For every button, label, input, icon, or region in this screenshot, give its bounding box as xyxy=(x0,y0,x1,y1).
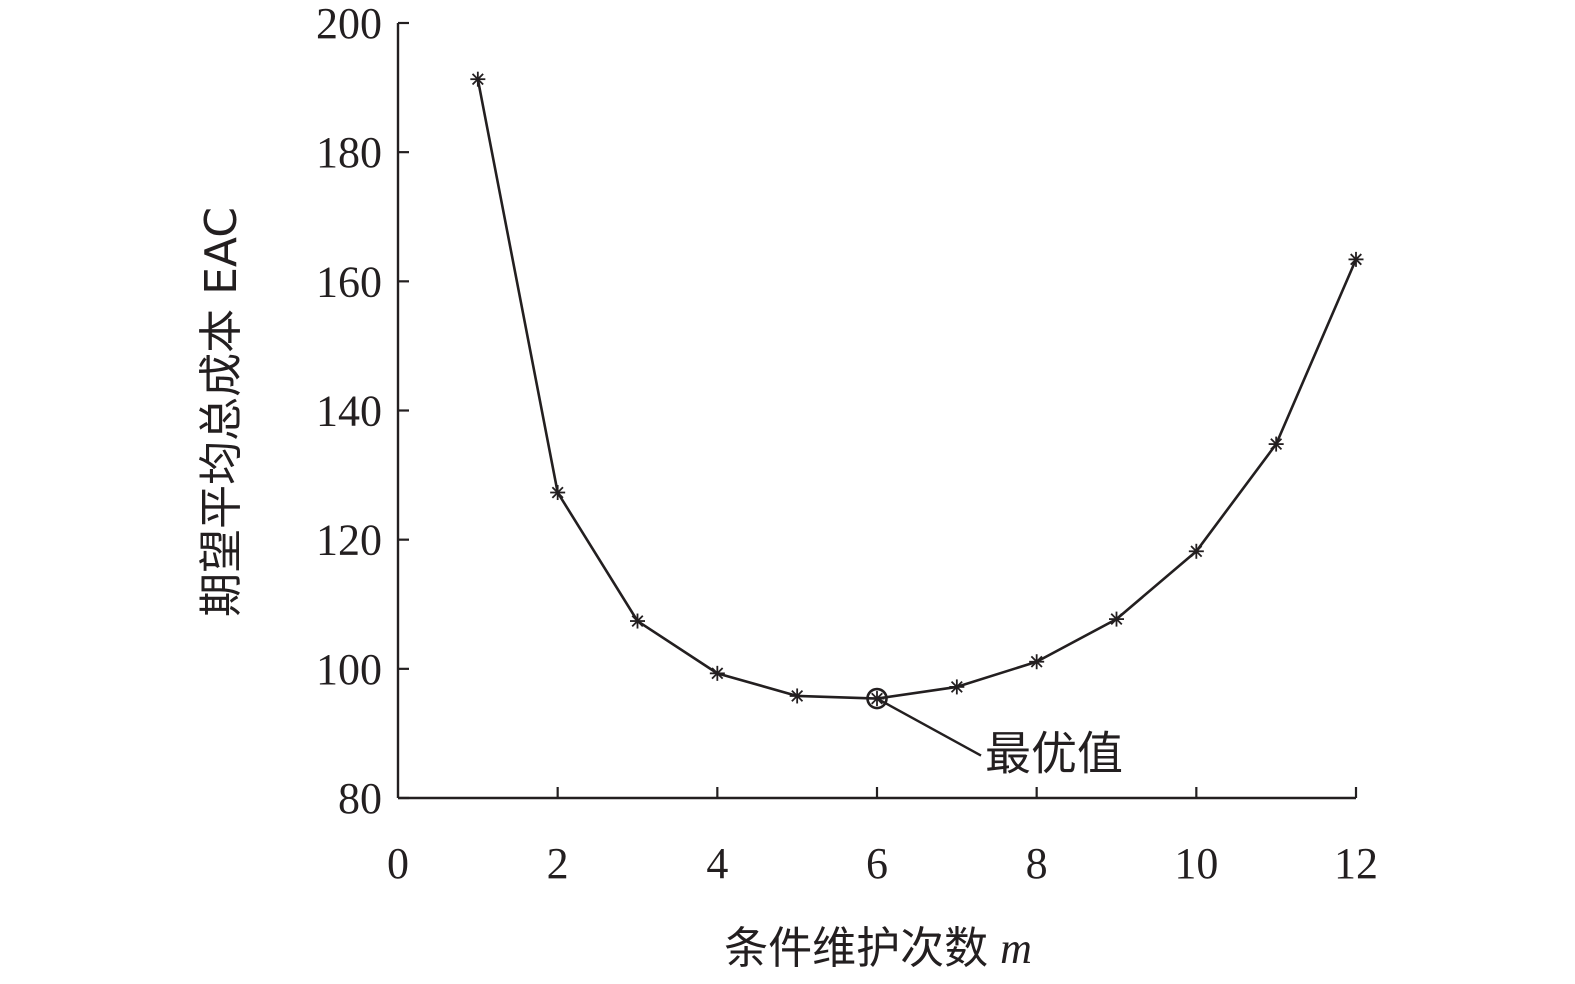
x-tick-label: 6 xyxy=(866,839,888,888)
data-point-stroke xyxy=(950,680,963,693)
x-tick-label: 8 xyxy=(1026,839,1048,888)
x-tick-label: 10 xyxy=(1174,839,1218,888)
y-tick-label: 180 xyxy=(316,128,382,177)
x-axis-label: 条件维护次数 m xyxy=(724,923,1032,974)
y-tick-label: 80 xyxy=(338,774,382,823)
x-axis-label-variable: m xyxy=(1000,924,1032,973)
data-point-stroke xyxy=(631,615,644,627)
data-point-stroke xyxy=(551,486,564,499)
y-tick-label: 160 xyxy=(316,257,382,306)
data-point-stroke xyxy=(471,73,484,86)
data-point-stroke xyxy=(1270,438,1283,451)
data-point-stroke xyxy=(711,667,724,680)
y-axis-label: 期望平均总成本 EAC xyxy=(196,207,247,617)
data-point xyxy=(709,665,725,681)
x-axis-label-text: 条件维护次数 xyxy=(724,923,988,974)
series-line xyxy=(476,78,1358,700)
x-tick-label: 0 xyxy=(387,839,409,888)
annotation-leader-line xyxy=(876,697,982,757)
data-point-stroke xyxy=(1350,253,1362,266)
x-tick-label: 4 xyxy=(706,839,728,888)
annotation-label: 最优值 xyxy=(985,727,1123,781)
y-tick-label: 100 xyxy=(316,645,382,694)
data-point-stroke xyxy=(871,692,883,705)
data-point-stroke xyxy=(1110,613,1123,626)
data-point xyxy=(1109,611,1124,627)
y-tick-label: 140 xyxy=(316,387,382,436)
data-point xyxy=(949,679,965,695)
chart-annotations: 最优值 xyxy=(866,687,1123,781)
data-point xyxy=(1029,654,1045,670)
data-point-stroke xyxy=(1030,655,1043,668)
data-point xyxy=(550,485,566,501)
chart-ticks: 80 100 120 140 160 180 200 0 2 4 6 8 10 12 xyxy=(316,0,1378,888)
data-point xyxy=(630,613,645,629)
data-point xyxy=(470,71,486,87)
data-point xyxy=(1188,543,1204,559)
y-tick-label: 200 xyxy=(316,0,382,48)
y-tick-label: 120 xyxy=(316,516,382,565)
chart-series xyxy=(470,71,1364,707)
data-point xyxy=(789,688,805,704)
data-point xyxy=(1268,436,1284,452)
data-point-stroke xyxy=(1190,545,1203,558)
data-point-stroke xyxy=(791,690,804,702)
x-tick-label: 2 xyxy=(547,839,569,888)
data-point xyxy=(1348,251,1364,267)
x-tick-label: 12 xyxy=(1334,839,1378,888)
optimum-marker xyxy=(866,687,888,710)
